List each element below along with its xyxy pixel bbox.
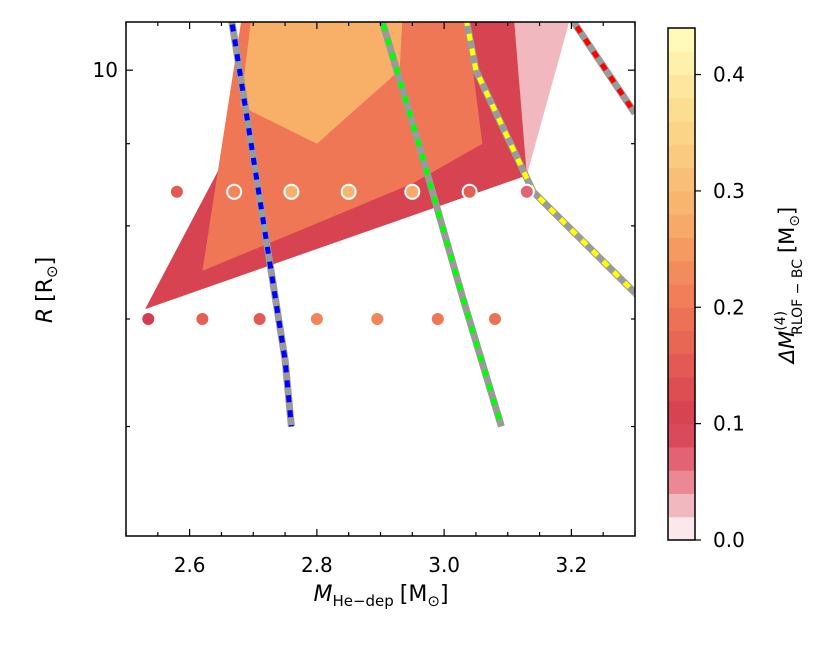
colorbar-label-units-close: ] — [775, 207, 799, 215]
svg-text:R[R⊙]: R [R⊙] — [33, 257, 61, 323]
x-label-subscript: He−dep — [332, 592, 393, 610]
grid-point-22 — [404, 183, 421, 200]
colorbar-band — [668, 190, 695, 215]
colorbar-band — [668, 353, 695, 378]
grid-point-27 — [251, 311, 268, 327]
colorbar-band — [668, 284, 695, 308]
colorbar-band — [668, 400, 695, 425]
series-lime-line — [379, 22, 504, 428]
x-label-units-close: ] — [440, 582, 449, 607]
grid-point-19 — [226, 183, 243, 200]
grid-point-20 — [283, 183, 300, 200]
colorbar-band — [668, 493, 695, 518]
colorbar-ticks: 0.0 0.1 0.2 0.3 0.4 — [695, 63, 745, 552]
colorbar-band — [668, 237, 695, 262]
colorbar-band — [668, 307, 695, 332]
colorbar-band — [668, 121, 695, 145]
grid-point-31 — [487, 311, 503, 327]
grid-point-24 — [518, 183, 535, 200]
y-axis-label: R [R⊙] — [33, 257, 61, 323]
colorbar-band — [668, 260, 695, 285]
colorbar-band — [668, 214, 695, 238]
colorbar-band — [668, 167, 695, 192]
x-label-units: [M — [400, 582, 428, 607]
grid-point-30 — [429, 311, 446, 327]
y-label-units: [R — [33, 278, 58, 302]
y-label-symbol: R — [33, 308, 58, 323]
contour-region-3 — [240, 22, 403, 144]
x-axis-label: MHe−dep [M⊙] — [313, 582, 448, 610]
series-blue-underlay — [228, 22, 295, 427]
colorbar-band — [668, 74, 695, 99]
contour-regions — [145, 22, 570, 310]
x-label-symbol: M — [313, 582, 332, 607]
grid-point-25 — [140, 311, 157, 327]
colorbar-band — [668, 97, 695, 122]
colorbar-label-units: [M — [775, 227, 799, 253]
colorbar-label-sub: RLOF − BC — [790, 259, 806, 335]
series-yellow-line — [464, 22, 635, 297]
grid-point-21 — [340, 183, 357, 200]
svg-text:ΔM(4)RLOF − BC[M⊙]: ΔM(4)RLOF − BC [M⊙] — [773, 207, 806, 365]
colorbar-frame — [667, 27, 696, 541]
svg-text:MHe−dep[M⊙]: MHe−dep [M⊙] — [313, 582, 448, 610]
colorbar-band — [668, 144, 695, 169]
colorbar-band — [668, 377, 695, 401]
x-tick-label: 3.0 — [428, 553, 460, 577]
colorbar-band — [668, 423, 695, 448]
colorbar-band — [668, 28, 695, 52]
colorbar-tick-label: 0.4 — [713, 63, 745, 87]
colorbar-band — [668, 516, 695, 541]
y-label-units-close: ] — [33, 257, 58, 266]
colorbar-tick-label: 0.2 — [713, 295, 745, 319]
y-axis-ticks: 1030100 — [93, 58, 635, 428]
colorbar-tick-label: 0.0 — [713, 528, 745, 552]
grid-point-26 — [194, 311, 211, 327]
grid-point-29 — [369, 311, 386, 327]
colorbar-tick-label: 0.3 — [713, 179, 745, 203]
colorbar-label-prefix: ΔM — [775, 331, 799, 365]
grid-point-18 — [168, 183, 185, 200]
colorbar-band — [668, 51, 695, 76]
colorbar-band — [668, 470, 695, 494]
x-label-units-sub: ⊙ — [427, 592, 440, 610]
colorbar-label-units-sub: ⊙ — [787, 215, 803, 227]
colorbar-band — [668, 446, 695, 471]
x-tick-label: 2.8 — [301, 553, 333, 577]
colorbar-label: ΔM(4)RLOF − BC [M⊙] — [773, 207, 806, 365]
x-tick-label: 2.6 — [174, 553, 206, 577]
colorbar-label-sup: (4) — [773, 311, 789, 331]
colorbar-tick-label: 0.1 — [713, 412, 745, 436]
colorbar: 0.0 0.1 0.2 0.3 0.4 — [667, 27, 745, 552]
grid-point-23 — [461, 183, 478, 200]
plot-area: 2.6 2.8 3.0 3.2 1030100 — [93, 21, 636, 577]
x-tick-label: 3.2 — [555, 553, 587, 577]
x-axis-ticks: 2.6 2.8 3.0 3.2 — [125, 22, 636, 577]
y-tick-label: 10 — [93, 58, 118, 82]
colorbar-band — [668, 330, 695, 355]
y-label-units-sub: ⊙ — [43, 265, 61, 278]
grid-points — [140, 183, 535, 327]
grid-point-28 — [308, 311, 325, 327]
series-lines — [228, 22, 635, 428]
colorbar-bands — [668, 28, 695, 541]
